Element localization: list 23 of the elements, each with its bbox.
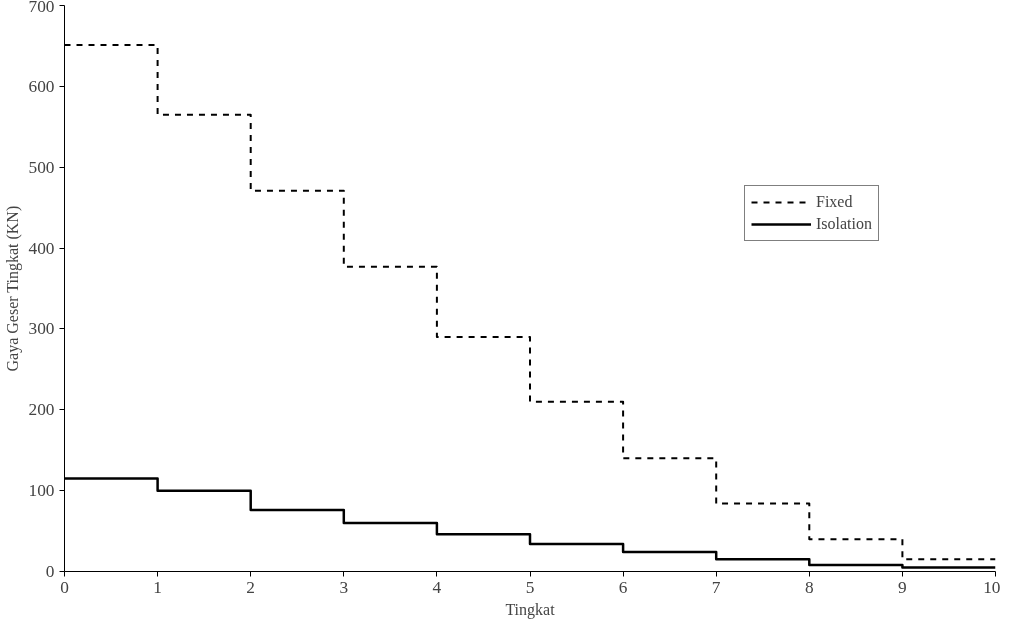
legend-label: Isolation	[816, 215, 872, 233]
x-tick-label: 5	[525, 577, 535, 597]
y-axis-title: Gaya Geser Tingkat (KN)	[3, 205, 22, 372]
x-axis-title: Tingkat	[505, 600, 556, 619]
y-tick-label: 600	[28, 76, 55, 96]
x-tick-label: 10	[983, 577, 1001, 597]
x-tick-label: 2	[246, 577, 256, 597]
x-tick-label: 4	[432, 577, 442, 597]
y-tick-label: 0	[45, 562, 55, 581]
y-tick-label: 700	[28, 0, 55, 16]
y-tick-label: 400	[28, 238, 55, 258]
x-tick-label: 3	[339, 577, 349, 597]
y-tick-label: 500	[28, 157, 55, 177]
x-tick-label: 1	[153, 577, 162, 597]
x-tick-label: 6	[618, 577, 628, 597]
x-tick-label: 7	[711, 577, 721, 597]
y-tick-label: 100	[28, 481, 55, 501]
x-tick-label: 9	[898, 577, 907, 597]
y-tick-label: 200	[28, 400, 55, 420]
y-tick-label: 300	[28, 319, 55, 339]
x-tick-label: 8	[804, 577, 814, 597]
x-tick-label: 0	[60, 577, 69, 597]
legend-label: Fixed	[816, 193, 853, 211]
